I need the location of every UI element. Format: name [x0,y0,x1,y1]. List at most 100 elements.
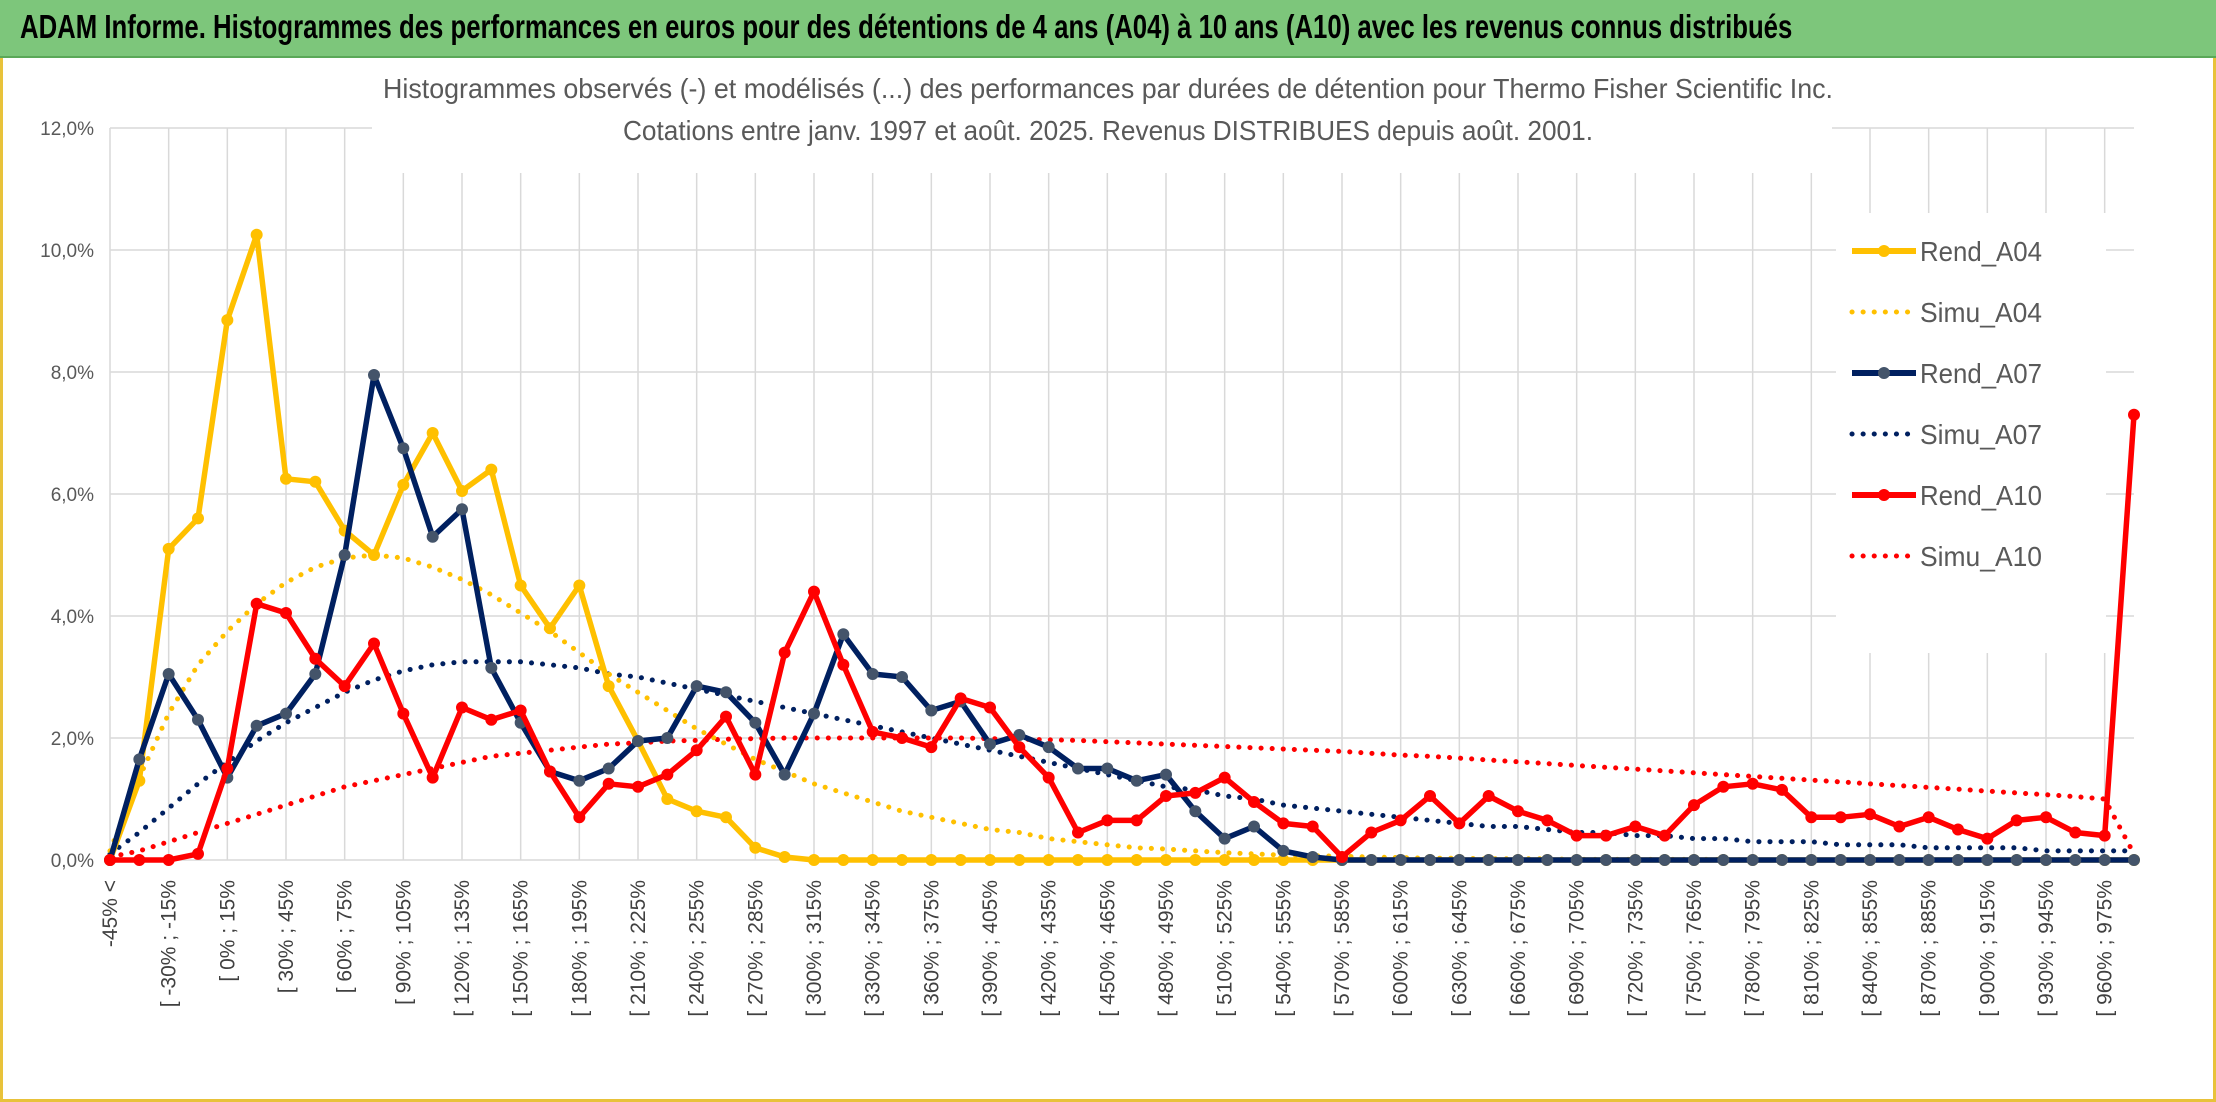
x-tick-label: [ 120% ; 135% [451,880,474,1017]
data-point-rend-a04 [866,854,879,866]
x-tick-label: [ 600% ; 615% [1390,880,1413,1017]
data-point-rend-a10 [1717,780,1730,793]
data-point-rend-a07 [1600,854,1612,866]
data-point-rend-a10 [1189,786,1202,799]
data-point-rend-a10 [1336,850,1348,863]
data-point-rend-a07 [1981,854,1994,866]
y-tick-label: 10,0% [40,241,94,262]
data-point-rend-a04 [250,228,263,241]
data-point-rend-a10 [1130,814,1143,827]
data-point-rend-a10 [1776,783,1788,796]
data-point-rend-a07 [1482,854,1495,866]
chart-title: Histogrammes observés (-) et modélisés (… [383,73,1833,104]
x-tick-label: [ 870% ; 885% [1918,880,1941,1017]
data-point-rend-a10 [1394,814,1407,827]
data-point-rend-a10 [954,692,967,705]
data-point-rend-a10 [221,762,234,775]
data-point-rend-a07 [1922,854,1935,866]
x-tick-label: [ 180% ; 195% [568,880,591,1017]
data-point-rend-a04 [778,850,791,863]
data-point-rend-a10 [896,732,908,744]
y-tick-label: 2,0% [51,729,94,750]
data-point-rend-a07 [133,753,146,766]
data-point-rend-a04 [368,549,380,561]
data-point-rend-a04 [1101,854,1114,866]
x-tick-label: [ 150% ; 165% [510,880,533,1017]
data-point-rend-a10 [573,811,586,824]
data-point-rend-a10 [1072,826,1084,839]
data-point-rend-a10 [837,658,850,671]
data-point-rend-a07 [2010,854,2023,866]
data-point-rend-a07 [485,661,498,674]
data-point-rend-a07 [984,738,996,751]
data-point-rend-a07 [1248,820,1260,833]
y-tick-label: 6,0% [51,485,94,506]
data-point-rend-a04 [720,811,732,824]
data-point-rend-a10 [1834,811,1847,824]
data-point-rend-a07 [1717,854,1730,866]
data-point-rend-a07 [2128,854,2140,866]
legend-label-simu-a10: Simu_A10 [1920,541,2042,572]
data-point-rend-a10 [162,854,175,866]
data-point-rend-a07 [456,503,468,516]
chart-area: 0,0% 2,0% 4,0% 6,0% 8,0% 10,0% 12,0% -45% < [ -3… [40,58,2140,1017]
data-point-rend-a10 [1306,820,1319,833]
data-point-rend-a04 [456,484,468,497]
data-point-rend-a07 [749,716,762,729]
legend-marker-rend-a10 [1878,489,1890,501]
data-point-rend-a07 [1130,774,1143,787]
data-point-rend-a04 [661,793,674,805]
chart-title: Cotations entre janv. 1997 et août. 2025… [623,115,1593,146]
data-point-rend-a04 [426,427,439,439]
data-point-rend-a07 [720,686,732,699]
data-point-rend-a04 [602,680,615,693]
data-point-rend-a04 [1248,854,1260,866]
data-point-rend-a07 [1629,854,1642,866]
data-point-rend-a10 [2040,811,2052,824]
legend-marker-rend-a04 [1878,245,1890,257]
data-point-rend-a07 [1688,854,1700,866]
data-point-rend-a04 [749,841,762,854]
data-point-rend-a07 [280,707,292,720]
data-point-rend-a10 [690,744,703,757]
data-point-rend-a07 [1072,762,1084,775]
x-tick-label: [ 630% ; 645% [1448,880,1471,1017]
data-point-rend-a10 [1101,814,1114,827]
x-tick-label: [ 330% ; 345% [862,880,885,1017]
data-point-rend-a07 [1160,768,1172,781]
data-point-rend-a07 [1834,854,1847,866]
data-point-rend-a04 [925,854,938,866]
data-point-rend-a10 [984,701,996,714]
data-point-rend-a10 [1218,771,1231,784]
data-point-rend-a10 [309,652,322,665]
x-tick-label: [ 480% ; 495% [1155,880,1178,1017]
data-point-rend-a04 [221,314,234,327]
x-tick-label: [ 960% ; 975% [2094,880,2117,1017]
x-tick-label: [ 660% ; 675% [1507,880,1530,1017]
data-point-rend-a07 [1394,854,1407,866]
data-point-rend-a07 [309,667,322,680]
data-point-rend-a07 [250,719,263,732]
x-tick-label: [ 840% ; 855% [1859,880,1882,1017]
legend-label-rend-a04: Rend_A04 [1920,236,2042,267]
data-point-rend-a07 [925,704,938,717]
data-point-rend-a10 [104,854,116,866]
data-point-rend-a10 [2128,408,2140,421]
x-tick-label: [ 420% ; 435% [1038,880,1061,1017]
data-point-rend-a07 [1424,854,1436,866]
data-point-rend-a04 [837,854,850,866]
data-point-rend-a07 [1365,854,1378,866]
data-point-rend-a07 [1952,854,1964,866]
data-point-rend-a07 [2040,854,2052,866]
data-point-rend-a10 [778,646,791,659]
data-point-rend-a10 [1805,811,1818,824]
data-point-rend-a07 [2098,854,2111,866]
banner: ADAM Informe. Histogrammes des performan… [0,0,2216,58]
x-tick-label: [ 390% ; 405% [979,880,1002,1017]
data-point-rend-a10 [514,704,527,717]
data-point-rend-a07 [338,549,351,561]
data-point-rend-a07 [778,768,791,781]
data-point-rend-a04 [1160,854,1172,866]
data-point-rend-a10 [1512,805,1524,818]
data-point-rend-a04 [192,512,204,525]
